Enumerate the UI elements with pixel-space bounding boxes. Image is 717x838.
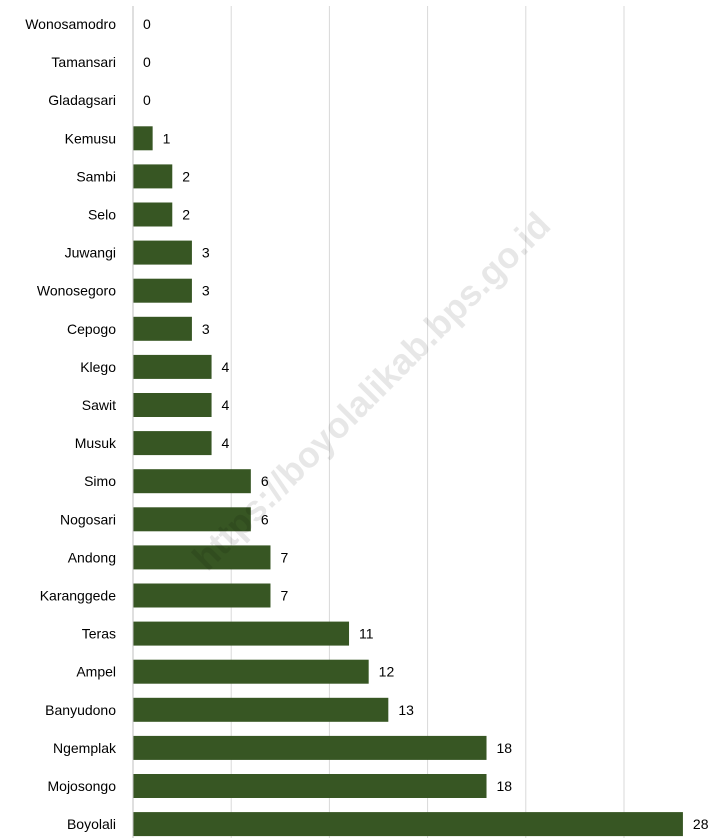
bar-mojosongo [133, 774, 487, 798]
category-label-banyudono: Banyudono [45, 702, 116, 718]
bar-karanggede [133, 583, 271, 608]
bar-klego [133, 354, 212, 379]
bar-ampel [133, 659, 369, 684]
category-label-sawit: Sawit [82, 397, 116, 413]
category-label-wonosamodro: Wonosamodro [25, 16, 116, 32]
category-label-musuk: Musuk [75, 435, 117, 451]
category-label-gladagsari: Gladagsari [48, 92, 116, 108]
value-label-sambi: 2 [182, 168, 190, 184]
category-label-tamansari: Tamansari [51, 54, 116, 70]
value-label-wonosamodro: 0 [143, 16, 151, 32]
value-label-musuk: 4 [222, 435, 230, 451]
value-label-karanggede: 7 [280, 588, 288, 604]
value-label-ampel: 12 [379, 664, 395, 680]
category-label-teras: Teras [82, 626, 116, 642]
category-label-cepogo: Cepogo [67, 321, 116, 337]
value-label-kemusu: 1 [163, 130, 171, 146]
bars [133, 126, 683, 837]
category-label-andong: Andong [68, 549, 116, 565]
bar-kemusu [133, 126, 153, 151]
value-label-cepogo: 3 [202, 321, 210, 337]
value-label-simo: 6 [261, 473, 269, 489]
bar-juwangi [133, 240, 192, 265]
watermark: https://boyolalikab.bps.go.id [184, 204, 558, 578]
bar-banyudono [133, 697, 389, 722]
bar-andong [133, 545, 271, 570]
category-labels: Wonosamodro Tamansari Gladagsari Kemusu Samb… [25, 16, 117, 832]
value-label-ngemplak: 18 [497, 740, 513, 756]
bar-wonosegoro [133, 278, 192, 303]
value-label-klego: 4 [222, 359, 230, 375]
value-label-gladagsari: 0 [143, 92, 151, 108]
value-label-selo: 2 [182, 207, 190, 223]
category-label-karanggede: Karanggede [40, 588, 117, 604]
bar-teras [133, 621, 350, 646]
category-label-sambi: Sambi [76, 168, 116, 184]
category-label-ngemplak: Ngemplak [53, 740, 117, 756]
value-label-sawit: 4 [222, 397, 230, 413]
bar-ngemplak [133, 735, 487, 760]
category-label-kemusu: Kemusu [65, 130, 116, 146]
value-label-tamansari: 0 [143, 54, 151, 70]
category-label-simo: Simo [84, 473, 116, 489]
bar-sambi [133, 164, 173, 189]
category-label-wonosegoro: Wonosegoro [37, 283, 116, 299]
category-label-ampel: Ampel [76, 664, 116, 680]
category-label-klego: Klego [80, 359, 116, 375]
category-label-mojosongo: Mojosongo [48, 778, 117, 794]
bar-selo [133, 202, 173, 227]
value-label-andong: 7 [280, 549, 288, 565]
category-label-juwangi: Juwangi [65, 245, 116, 261]
category-label-nogosari: Nogosari [60, 511, 116, 527]
value-label-teras: 11 [359, 626, 374, 642]
bar-boyolali [133, 812, 683, 837]
bar-cepogo [133, 316, 192, 341]
value-label-boyolali: 28 [693, 816, 709, 832]
bar-simo [133, 469, 251, 494]
value-label-banyudono: 13 [398, 702, 414, 718]
category-label-boyolali: Boyolali [67, 816, 116, 832]
bar-musuk [133, 431, 212, 456]
value-label-juwangi: 3 [202, 245, 210, 261]
value-label-nogosari: 6 [261, 511, 269, 527]
bar-sawit [133, 393, 212, 417]
category-label-selo: Selo [88, 207, 116, 223]
bar-nogosari [133, 507, 251, 532]
value-label-mojosongo: 18 [497, 778, 513, 794]
value-label-wonosegoro: 3 [202, 283, 210, 299]
